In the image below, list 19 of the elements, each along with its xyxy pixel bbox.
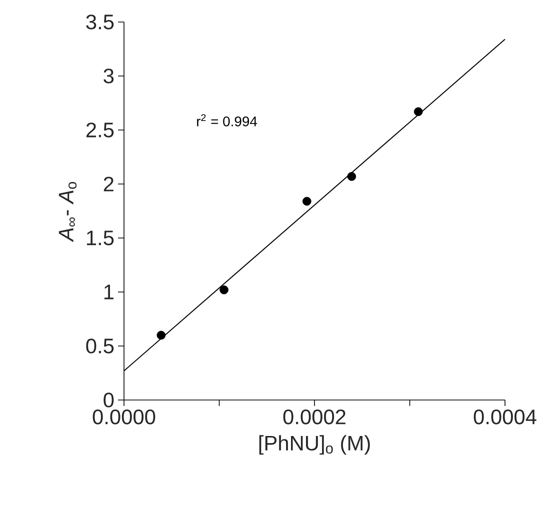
x-tick-label: 0.0004 [474, 410, 536, 424]
point [302, 196, 312, 206]
y-tick-label: 0.5 [86, 338, 114, 354]
y-axis-title: A$_{∞}$- A$_{o}$ [58, 182, 77, 242]
point [347, 172, 356, 181]
y-tick-label: 1.5 [86, 230, 114, 246]
x-tick-label: 0.0000 [92, 410, 156, 424]
x-axis-title: [PhNU]$_{o}$ (M) [259, 435, 370, 455]
y-tick-label: 0 [104, 392, 114, 408]
annotation: r$^{2}$ = 0.994 [197, 114, 258, 126]
y-tick-label: 3 [104, 68, 114, 84]
y-tick-label: 2.5 [86, 122, 114, 138]
y-tick-label: 3.5 [86, 14, 114, 30]
y-tick-label: 2 [104, 176, 114, 192]
x-tick-label: 0.0002 [283, 410, 346, 424]
y-tick-label: 1 [104, 284, 114, 300]
point [156, 330, 166, 340]
point [414, 107, 423, 116]
point [220, 285, 228, 294]
